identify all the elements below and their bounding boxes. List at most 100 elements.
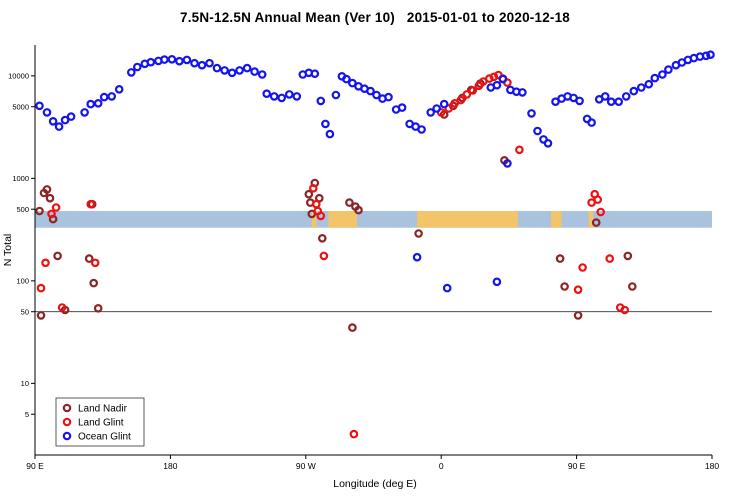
ocean-glint-point	[42, 108, 52, 117]
ocean-glint-point	[384, 92, 393, 102]
legend-marker-land-glint	[62, 417, 72, 427]
ocean-glint-point	[543, 139, 553, 148]
land-patch	[311, 211, 317, 228]
land-nadir-point	[560, 282, 569, 291]
ocean-glint-point	[372, 90, 381, 100]
land-nadir-point	[627, 282, 637, 291]
ocean-glint-point	[331, 90, 341, 100]
land-glint-point	[41, 258, 50, 268]
land-glint-point	[462, 90, 472, 99]
y-tick-label: 500	[16, 205, 29, 214]
land-glint-point	[90, 258, 100, 268]
ocean-glint-point	[533, 126, 542, 136]
ocean-glint-point	[242, 63, 252, 73]
y-tick-label: 100	[16, 276, 29, 285]
ocean-glint-point	[257, 70, 267, 79]
ocean-glint-point	[212, 63, 222, 73]
ocean-glint-point	[292, 92, 302, 101]
ocean-glint-point	[664, 65, 673, 74]
land-nadir-point	[345, 198, 354, 207]
land-glint-point	[51, 203, 61, 212]
legend-marker-land-nadir	[62, 403, 72, 413]
ocean-glint-point	[99, 92, 109, 102]
x-tick-label: 90 E	[568, 461, 586, 471]
ocean-glint-point	[636, 83, 646, 92]
land-nadir-point	[84, 254, 94, 263]
land-glint-point	[36, 283, 46, 293]
land-patch	[417, 211, 518, 228]
y-tick-label: 5	[25, 410, 29, 419]
ocean-glint-point	[614, 97, 624, 107]
ocean-glint-point	[492, 80, 502, 90]
ocean-glint-point	[397, 103, 407, 112]
x-tick-label: 90 W	[296, 461, 316, 471]
land-glint-point	[596, 207, 606, 217]
land-nadir-point	[45, 193, 55, 203]
ocean-glint-point	[250, 67, 259, 76]
land-nadir-point	[93, 303, 103, 313]
ocean-glint-point	[80, 108, 89, 117]
ocean-glint-point	[277, 93, 287, 103]
ocean-glint-point	[54, 122, 64, 131]
x-axis-label: Longitude (deg E)	[333, 478, 417, 490]
land-patch	[328, 211, 357, 228]
ocean-glint-point	[227, 68, 237, 78]
ocean-glint-point	[527, 109, 536, 118]
land-nadir-point	[36, 311, 46, 320]
ocean-glint-point	[701, 51, 711, 61]
land-glint-point	[593, 195, 603, 204]
land-nadir-point	[573, 311, 583, 320]
ocean-glint-point	[417, 125, 426, 134]
ocean-glint-point	[366, 86, 375, 96]
ocean-glint-point	[190, 58, 199, 68]
ocean-glint-point	[114, 85, 124, 94]
land-glint-point	[308, 184, 318, 193]
legend-label-land-glint: Land Glint	[78, 418, 124, 429]
legend-marker-ocean-glint	[62, 431, 72, 441]
ocean-glint-point	[160, 55, 169, 64]
ocean-glint-point	[426, 108, 436, 117]
land-nadir-point	[414, 229, 423, 238]
land-glint-point	[468, 86, 478, 95]
ocean-glint-point	[48, 117, 58, 126]
ocean-glint-point	[167, 54, 177, 64]
land-nadir-point	[623, 251, 633, 261]
x-tick-label: 90 E	[26, 461, 44, 471]
land-glint-point	[605, 254, 615, 263]
ocean-glint-point	[348, 78, 357, 88]
y-tick-label: 10000	[8, 71, 29, 80]
ocean-glint-point	[107, 92, 117, 101]
land-glint-point	[573, 285, 583, 295]
land-glint-point	[86, 199, 96, 209]
land-glint-point	[349, 429, 359, 439]
legend-label-ocean-glint: Ocean Glint	[78, 432, 131, 443]
y-tick-label: 5000	[12, 102, 29, 111]
ocean-glint-point	[269, 92, 279, 101]
ocean-glint-point	[650, 73, 660, 83]
ocean-band	[35, 211, 712, 228]
land-glint-point	[515, 145, 524, 155]
y-tick-label: 1000	[12, 174, 29, 183]
land-glint-point	[319, 251, 329, 261]
ocean-glint-point	[498, 74, 508, 84]
land-nadir-point	[555, 254, 565, 263]
legend-label-land-nadir: Land Nadir	[78, 404, 128, 415]
land-glint-point	[57, 303, 67, 312]
ocean-glint-point	[503, 159, 512, 168]
land-nadir-point	[348, 323, 357, 332]
ocean-glint-point	[146, 57, 156, 67]
ocean-glint-point	[182, 55, 192, 65]
land-glint-point	[444, 104, 454, 113]
land-nadir-point	[591, 218, 601, 227]
ocean-glint-point	[321, 119, 330, 129]
x-tick-label: 180	[705, 461, 719, 471]
ocean-glint-point	[439, 99, 449, 109]
land-glint-point	[450, 99, 460, 108]
ocean-glint-point	[86, 99, 96, 109]
ocean-glint-point	[621, 92, 631, 101]
land-glint-point	[578, 263, 587, 272]
land-nadir-point	[53, 251, 62, 261]
ocean-glint-point	[205, 58, 214, 68]
